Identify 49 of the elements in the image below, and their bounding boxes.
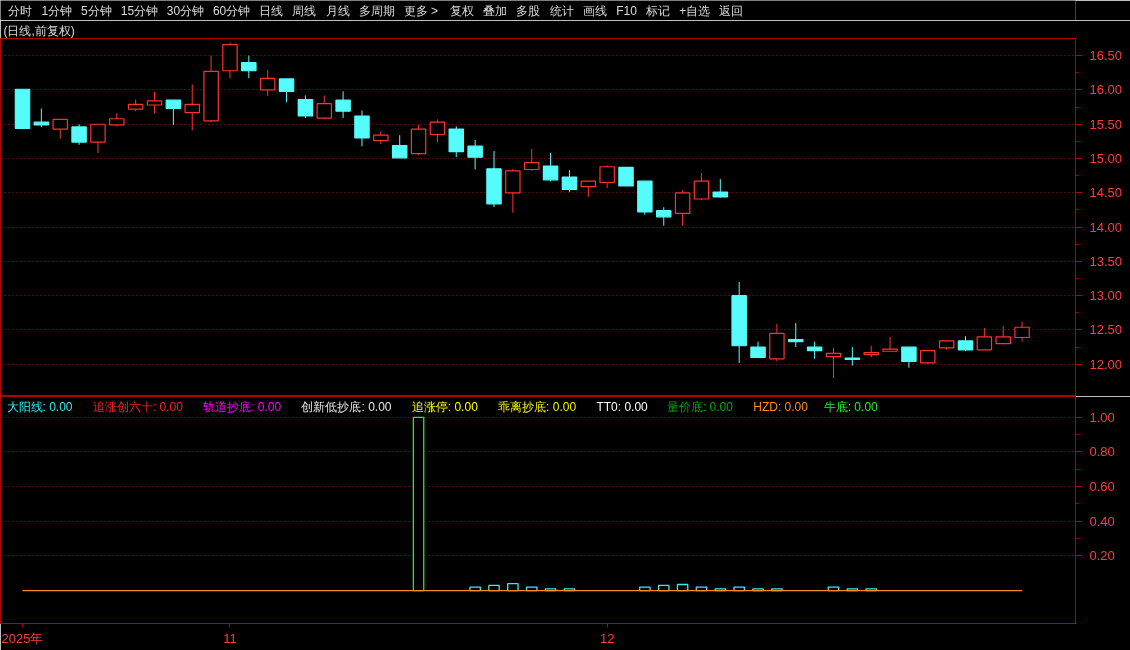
- text: 返回: [718, 3, 743, 18]
- y-tick-label: 13.50: [1089, 253, 1123, 269]
- x-tick-label: 2025年: [1, 630, 44, 646]
- text: 60分钟: [212, 3, 251, 18]
- y-tick-label: 15.50: [1089, 116, 1123, 132]
- legend-label: TT0: 0.00: [596, 399, 649, 414]
- text: 大阳线: 0.00: [6, 399, 73, 414]
- legend-label: 追涨停: 0.00: [411, 399, 479, 414]
- y-tick-label: 0.60: [1089, 479, 1115, 495]
- text: 5分钟: [81, 3, 112, 18]
- text: 1分钟: [41, 3, 73, 18]
- y-tick-label: 0.20: [1089, 548, 1115, 564]
- text: 叠加: [483, 3, 508, 18]
- legend-label: 创新低抄底: 0.00: [301, 399, 392, 414]
- y-tick-label: 0.40: [1089, 513, 1115, 529]
- text: 统计: [549, 3, 574, 18]
- y-tick-label: 13.00: [1089, 288, 1123, 304]
- y-tick-label: 14.00: [1089, 219, 1123, 235]
- text: 标记: [644, 3, 670, 18]
- text: 周线: [292, 3, 317, 18]
- x-tick-label: 12: [599, 630, 615, 646]
- legend-label: 追涨创六十: 0.00: [92, 399, 184, 414]
- text: 日线: [259, 3, 284, 18]
- text: 复权: [449, 3, 474, 18]
- chart-title: (日线,前复权): [3, 23, 75, 38]
- legend-label: 量价底: 0.00: [666, 399, 734, 414]
- x-tick-label: 11: [223, 630, 237, 646]
- text: 月线: [325, 3, 350, 18]
- y-tick-label: 12.00: [1089, 356, 1123, 372]
- text: 30分钟: [166, 3, 205, 18]
- y-tick-label: 16.00: [1089, 82, 1123, 98]
- y-tick-label: 14.50: [1089, 185, 1123, 201]
- text: HZD: 0.00: [753, 399, 809, 414]
- text: F10: [616, 3, 638, 18]
- legend-label: 乖离抄底: 0.00: [498, 399, 577, 414]
- y-tick-label: 12.50: [1089, 322, 1123, 338]
- y-tick-label: 15.00: [1089, 151, 1123, 167]
- y-tick-label: 0.80: [1089, 444, 1115, 460]
- text: 15分钟: [120, 3, 159, 18]
- text: 画线: [582, 3, 607, 18]
- y-tick-label: 1.00: [1089, 409, 1115, 425]
- text: +自选: [679, 3, 711, 18]
- text: 牛底: 0.00: [823, 399, 879, 414]
- text: 更多 >: [403, 3, 438, 18]
- text: 分时: [8, 3, 33, 18]
- text: 多周期: [358, 3, 395, 18]
- y-tick-label: 16.50: [1089, 48, 1123, 64]
- legend-label: 轨道抄底: 0.00: [203, 399, 282, 414]
- text: 多股: [516, 3, 541, 18]
